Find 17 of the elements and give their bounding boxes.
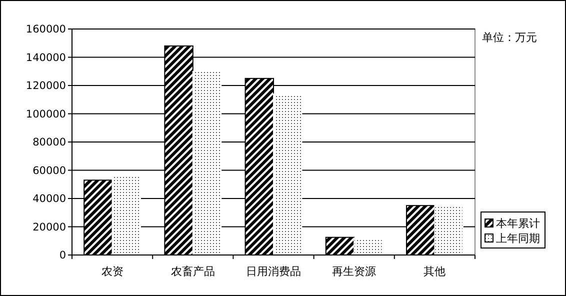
legend-label: 上年同期 xyxy=(496,232,540,245)
text: 单位：万元 xyxy=(482,31,537,44)
y-tick-label: 0 xyxy=(59,250,66,262)
y-tick-label: 40000 xyxy=(32,193,66,206)
y-tick-label: 120000 xyxy=(26,80,66,92)
y-tick-label: 80000 xyxy=(32,136,66,149)
x-tick-label: 其他 xyxy=(424,265,446,278)
y-tick-label: 100000 xyxy=(26,108,66,120)
x-tick-label: 农资 xyxy=(101,265,124,278)
y-tick-label: 20000 xyxy=(32,221,66,234)
x-tick-label: 再生资源 xyxy=(332,265,376,278)
y-tick-label: 60000 xyxy=(32,164,66,177)
y-tick-label: 160000 xyxy=(26,24,66,36)
legend-label: 本年累计 xyxy=(496,217,540,230)
x-tick-label: 日用消费品 xyxy=(246,265,301,278)
x-tick-label: 农畜产品 xyxy=(170,265,215,278)
y-tick-label: 140000 xyxy=(26,52,66,64)
